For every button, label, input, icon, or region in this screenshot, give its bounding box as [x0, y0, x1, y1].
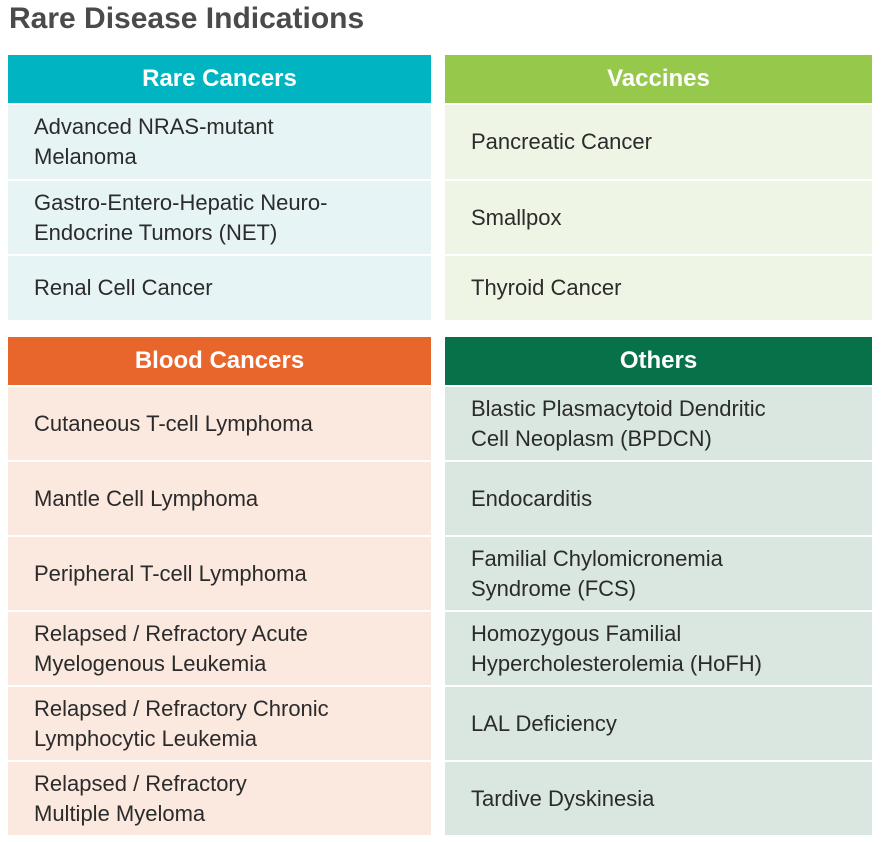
- panel: Blood Cancers Cutaneous T-cell Lymphoma Ma…: [8, 337, 431, 835]
- panel-heading: Blood Cancers: [8, 337, 431, 385]
- item-text: Smallpox: [471, 204, 562, 230]
- item-text: Thyroid Cancer: [471, 275, 622, 300]
- panel: Rare Cancers Advanced NRAS-mutant Melanoma…: [8, 55, 431, 320]
- item-text: Endocarditis: [471, 485, 593, 511]
- item-text: Mantle Cell Lymphoma: [34, 485, 259, 511]
- list-item: Cutaneous T-cell Lymphoma: [8, 387, 431, 460]
- item-text: LAL Deficiency: [471, 710, 617, 736]
- item-text: Gastro-Entero-Hepatic Neuro-: [34, 189, 328, 215]
- list-item: Relapsed / Refractory Acute Myelogenous L…: [8, 612, 431, 685]
- item-text: Hypercholesterolemia (HoFH): [471, 650, 762, 676]
- item-text: Pancreatic Cancer: [471, 129, 652, 154]
- item-text: Renal Cell Cancer: [34, 275, 213, 300]
- list-item: Tardive Dyskinesia: [445, 762, 872, 835]
- item-text: Relapsed / Refractory Acute: [34, 620, 308, 646]
- item-text: Familial Chylomicronemia: [471, 545, 723, 571]
- list-item: Smallpox: [445, 181, 872, 254]
- list-item: Gastro-Entero-Hepatic Neuro- Endocrine Tu…: [8, 181, 431, 254]
- item-text: Relapsed / Refractory: [34, 770, 247, 796]
- item-text: Multiple Myeloma: [34, 800, 206, 826]
- list-item: Homozygous Familial Hypercholesterolemia …: [445, 612, 872, 685]
- item-text: Melanoma: [34, 144, 137, 169]
- list-item: LAL Deficiency: [445, 687, 872, 760]
- panel: Others Blastic Plasmacytoid Dendritic Cell…: [445, 337, 872, 835]
- item-text: Cutaneous T-cell Lymphoma: [34, 410, 313, 436]
- panel-heading: Others: [445, 337, 872, 385]
- panel-heading: Rare Cancers: [8, 55, 431, 103]
- item-text: Endocrine Tumors (NET): [34, 219, 278, 245]
- item-text: Advanced NRAS-mutant: [34, 114, 274, 139]
- list-item: Advanced NRAS-mutant Melanoma: [8, 105, 431, 179]
- list-item: Pancreatic Cancer: [445, 105, 872, 179]
- item-text: Syndrome (FCS): [471, 575, 637, 601]
- list-item: Endocarditis: [445, 462, 872, 535]
- item-text: Homozygous Familial: [471, 620, 682, 646]
- list-item: Thyroid Cancer: [445, 256, 872, 320]
- item-text: Blastic Plasmacytoid Dendritic: [471, 395, 766, 421]
- list-item: Relapsed / Refractory Multiple Myeloma: [8, 762, 431, 835]
- list-item: Blastic Plasmacytoid Dendritic Cell Neopl…: [445, 387, 872, 460]
- title: Rare Disease Indications: [9, 2, 365, 35]
- list-item: Familial Chylomicronemia Syndrome (FCS): [445, 537, 872, 610]
- item-text: Myelogenous Leukemia: [34, 650, 267, 676]
- item-text: Relapsed / Refractory Chronic: [34, 695, 329, 721]
- list-item: Mantle Cell Lymphoma: [8, 462, 431, 535]
- panel-heading: Vaccines: [445, 55, 872, 103]
- list-item: Peripheral T-cell Lymphoma: [8, 537, 431, 610]
- item-text: Cell Neoplasm (BPDCN): [471, 425, 712, 451]
- item-text: Tardive Dyskinesia: [471, 785, 655, 811]
- list-item: Renal Cell Cancer: [8, 256, 431, 320]
- panel: Vaccines Pancreatic Cancer Smallpox Thyroid…: [445, 55, 872, 320]
- item-text: Lymphocytic Leukemia: [34, 725, 257, 751]
- item-text: Peripheral T-cell Lymphoma: [34, 560, 307, 586]
- list-item: Relapsed / Refractory Chronic Lymphocytic…: [8, 687, 431, 760]
